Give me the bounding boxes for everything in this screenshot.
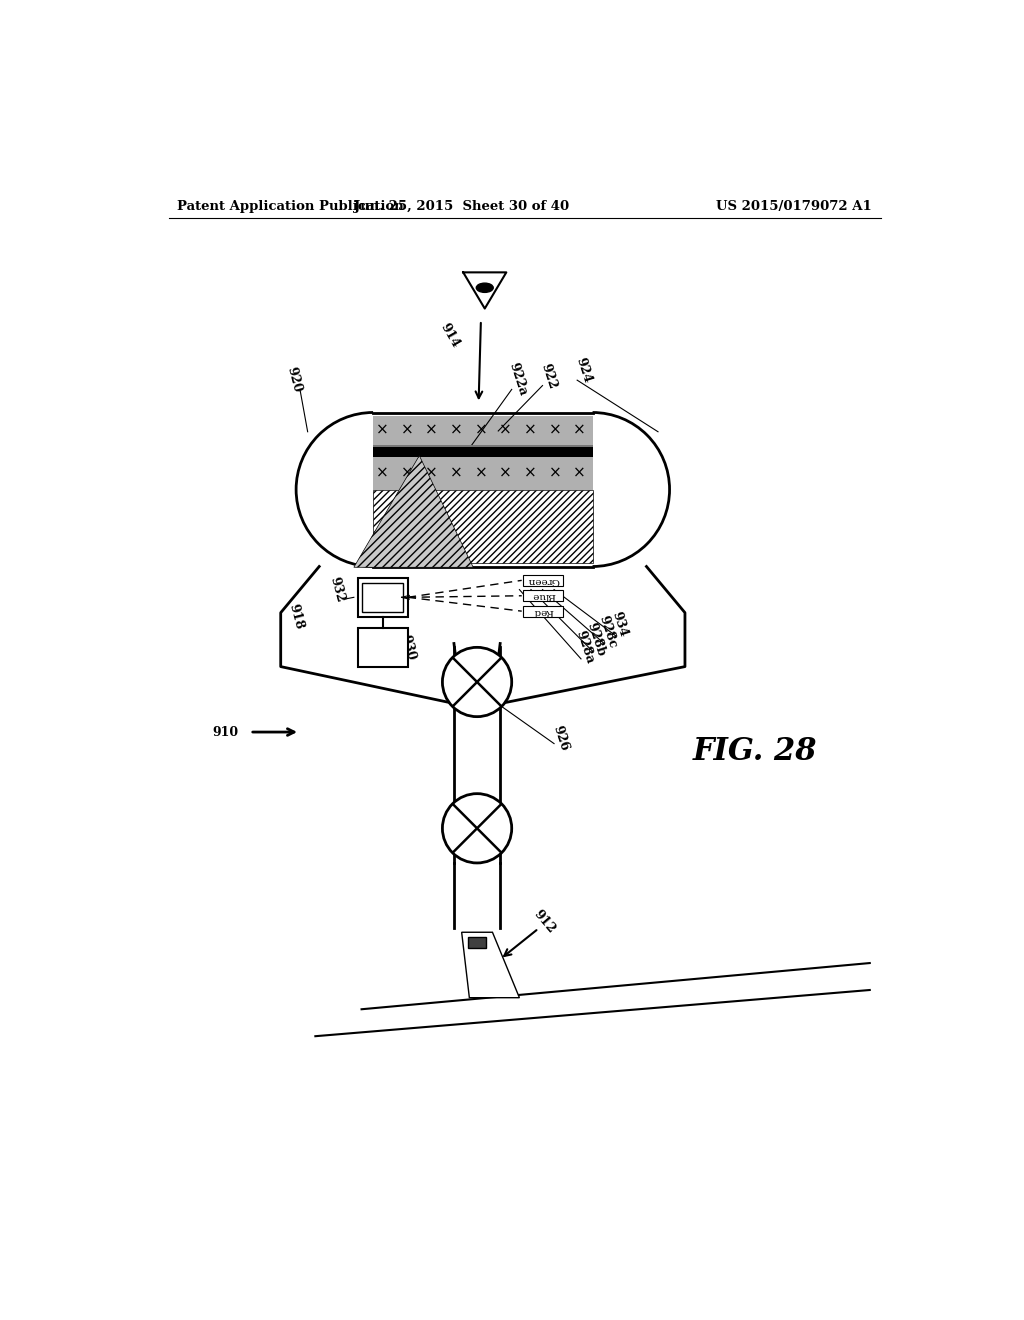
Text: ×: × (573, 466, 586, 480)
Bar (523, 590, 563, 601)
Text: US 2015/0179072 A1: US 2015/0179072 A1 (716, 199, 871, 213)
Text: Green: Green (527, 576, 559, 585)
Polygon shape (462, 932, 519, 998)
Text: ×: × (474, 422, 487, 438)
Text: ×: × (425, 466, 438, 480)
Bar (373, 457, 593, 490)
Bar (523, 576, 563, 586)
Text: ×: × (450, 466, 463, 480)
Text: FIG. 28: FIG. 28 (692, 735, 817, 767)
Text: 910: 910 (212, 726, 239, 739)
Text: ×: × (376, 466, 389, 480)
Text: ×: × (524, 422, 537, 438)
Text: Blue: Blue (531, 591, 555, 601)
Text: ×: × (450, 422, 463, 438)
Text: 930: 930 (398, 634, 418, 663)
Text: ×: × (549, 422, 561, 438)
Bar (373, 416, 593, 445)
Text: 914: 914 (438, 321, 462, 350)
Text: 928c: 928c (597, 614, 620, 649)
Circle shape (442, 793, 512, 863)
Text: Patent Application Publication: Patent Application Publication (177, 199, 403, 213)
Text: 926: 926 (551, 723, 571, 752)
Text: ×: × (400, 466, 414, 480)
Text: ×: × (474, 466, 487, 480)
Circle shape (442, 647, 512, 717)
Text: 928a: 928a (573, 630, 596, 665)
Text: 912: 912 (531, 908, 558, 936)
Text: Jun. 25, 2015  Sheet 30 of 40: Jun. 25, 2015 Sheet 30 of 40 (354, 199, 569, 213)
Bar (362, 582, 403, 612)
Text: ×: × (400, 422, 414, 438)
Text: ×: × (573, 422, 586, 438)
Bar (373, 445, 593, 457)
Bar (373, 490, 593, 564)
Text: 924: 924 (573, 355, 594, 384)
Bar (523, 606, 563, 616)
Text: 932: 932 (328, 576, 346, 603)
Text: ×: × (549, 466, 561, 480)
Bar (357, 578, 408, 616)
Text: 920: 920 (284, 366, 303, 395)
Text: 922: 922 (539, 362, 559, 391)
Text: ×: × (425, 422, 438, 438)
Text: 934: 934 (609, 610, 630, 639)
Text: Red: Red (534, 607, 554, 615)
Text: 918: 918 (287, 602, 306, 631)
Text: 922a: 922a (507, 362, 529, 397)
Bar (357, 628, 408, 667)
Polygon shape (354, 455, 473, 568)
Bar (373, 445, 593, 447)
Bar (468, 937, 486, 948)
Text: ×: × (376, 422, 389, 438)
Text: ×: × (499, 466, 512, 480)
Text: ×: × (499, 422, 512, 438)
Ellipse shape (476, 284, 494, 293)
Text: 928b: 928b (585, 622, 608, 659)
Text: ×: × (524, 466, 537, 480)
